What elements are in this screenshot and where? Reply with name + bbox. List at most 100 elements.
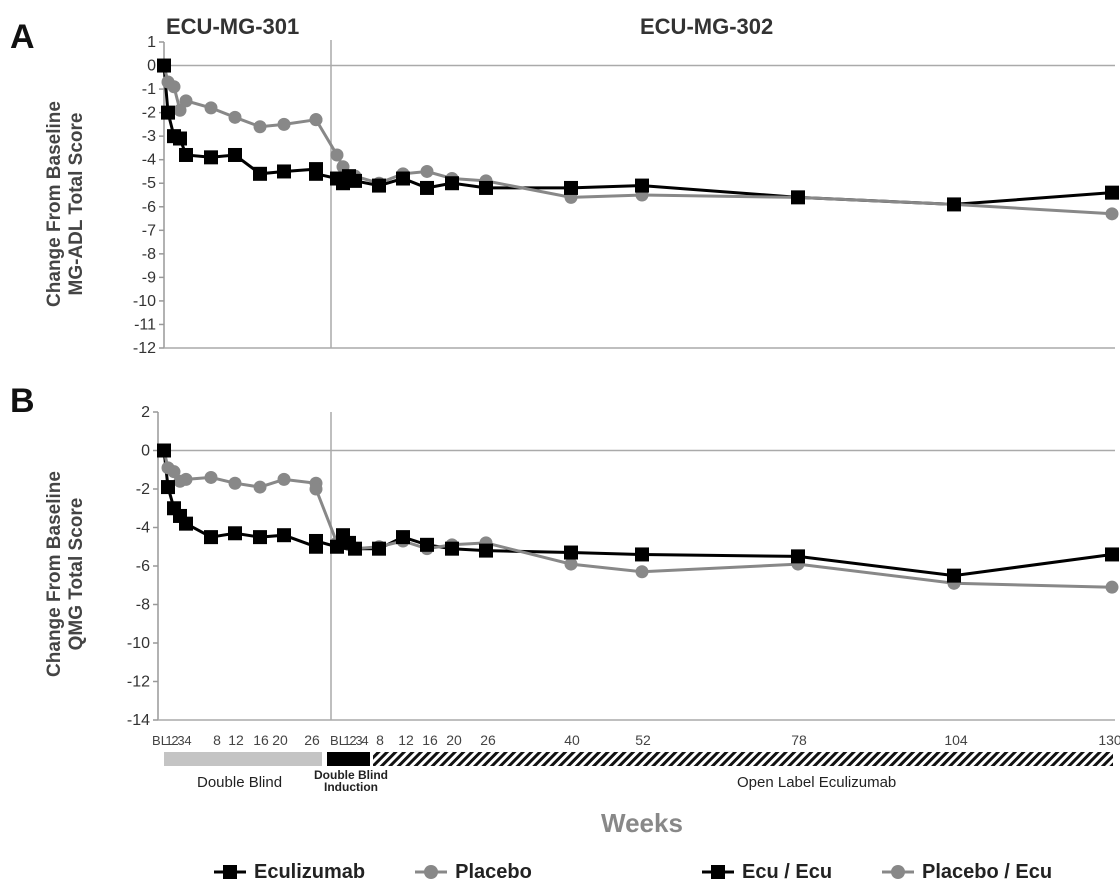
legend-label-eculizumab: Eculizumab bbox=[254, 860, 366, 883]
x-tick-label: 52 bbox=[635, 732, 651, 748]
legend-item-ecu-ecu: Ecu / Ecu bbox=[700, 861, 832, 884]
legend-label-placebo: Placebo bbox=[455, 860, 532, 883]
x-tick-label: 8 bbox=[376, 732, 384, 748]
data-point-square bbox=[253, 166, 267, 181]
y-axis-title-a-line2: MG-ADL Total Score bbox=[66, 112, 87, 296]
x-tick-label: 16 bbox=[422, 732, 438, 748]
study-label-302: ECU-MG-302 bbox=[640, 14, 774, 39]
y-axis-title-b-line2: QMG Total Score bbox=[66, 497, 87, 651]
data-point-square bbox=[309, 533, 323, 548]
data-point-circle bbox=[204, 101, 218, 115]
study-label-301: ECU-MG-301 bbox=[166, 14, 300, 39]
y-tick-label: -11 bbox=[134, 316, 156, 333]
x-tick-label: 104 bbox=[944, 732, 968, 748]
data-point-circle bbox=[1105, 207, 1119, 221]
data-point-square bbox=[635, 178, 649, 193]
y-axis-title-b: Change From Baseline QMG Total Score bbox=[44, 424, 88, 724]
y-tick-label: -12 bbox=[133, 340, 156, 357]
data-point-circle bbox=[277, 472, 291, 486]
phase-bar-double-blind bbox=[164, 752, 322, 766]
data-point-square bbox=[564, 545, 578, 560]
y-tick-label: -10 bbox=[127, 635, 150, 652]
data-point-circle bbox=[330, 148, 344, 162]
y-tick-label: -9 bbox=[142, 269, 156, 286]
y-tick-label: -12 bbox=[127, 674, 150, 691]
legend-right: Ecu / Ecu Placebo / Ecu bbox=[700, 860, 1052, 884]
data-point-square bbox=[372, 178, 386, 193]
series-line-0 bbox=[162, 450, 317, 549]
data-point-square bbox=[396, 171, 410, 186]
phase-label-induction-line2: Induction bbox=[324, 780, 378, 794]
x-tick-label: BL bbox=[330, 733, 346, 748]
data-point-square bbox=[173, 131, 187, 146]
data-point-circle bbox=[179, 472, 193, 486]
data-point-circle bbox=[228, 110, 242, 124]
phase-bar-open-label bbox=[373, 752, 1113, 766]
x-tick-label: 3 bbox=[355, 733, 362, 748]
x-tick-label: 12 bbox=[228, 732, 244, 748]
y-tick-label: -8 bbox=[142, 246, 156, 263]
y-tick-label: -2 bbox=[136, 481, 150, 498]
y-tick-label: -6 bbox=[142, 199, 156, 216]
data-point-circle bbox=[173, 103, 187, 117]
y-tick-label: -3 bbox=[142, 128, 156, 145]
legend-item-placebo: Placebo bbox=[413, 861, 532, 884]
legend-item-eculizumab: Eculizumab bbox=[212, 861, 365, 884]
data-point-square bbox=[445, 541, 459, 556]
legend-left: Eculizumab Placebo bbox=[212, 860, 580, 884]
data-point-circle bbox=[635, 565, 649, 579]
x-tick-label: 20 bbox=[446, 732, 462, 748]
data-point-circle bbox=[309, 113, 323, 127]
data-point-circle bbox=[204, 470, 218, 484]
y-tick-label: -2 bbox=[142, 105, 156, 122]
data-point-square bbox=[277, 164, 291, 179]
data-point-square bbox=[204, 150, 218, 165]
x-axis-title: Weeks bbox=[601, 808, 683, 838]
y-tick-label: 1 bbox=[147, 34, 156, 51]
data-point-circle bbox=[1105, 580, 1119, 594]
y-tick-label: -4 bbox=[142, 152, 156, 169]
data-point-square bbox=[1105, 185, 1119, 200]
x-tick-label: 130 bbox=[1098, 732, 1120, 748]
y-tick-label: -14 bbox=[127, 712, 150, 729]
data-point-square bbox=[348, 541, 362, 556]
data-point-square bbox=[330, 539, 344, 554]
data-point-square bbox=[479, 180, 493, 195]
x-tick-label: 2 bbox=[171, 733, 178, 748]
data-point-square bbox=[791, 190, 805, 205]
legend-item-placebo-ecu: Placebo / Ecu bbox=[880, 861, 1052, 884]
phase-label-double-blind: Double Blind bbox=[197, 774, 283, 791]
data-point-circle bbox=[277, 117, 291, 131]
data-point-square bbox=[420, 537, 434, 552]
legend-label-ecu-ecu: Ecu / Ecu bbox=[742, 860, 833, 883]
data-point-square bbox=[791, 549, 805, 564]
data-point-square bbox=[396, 530, 410, 545]
series-line-3 bbox=[314, 118, 1113, 216]
x-tick-label: 26 bbox=[480, 732, 496, 748]
phase-label-induction-line1: Double Blind bbox=[314, 768, 388, 782]
data-point-square bbox=[947, 197, 961, 212]
data-point-circle bbox=[167, 465, 181, 479]
data-point-square bbox=[309, 166, 323, 181]
data-point-circle bbox=[253, 120, 267, 134]
x-tick-label: 40 bbox=[564, 732, 580, 748]
y-tick-label: -4 bbox=[136, 520, 150, 537]
x-tick-label: 78 bbox=[791, 732, 807, 748]
data-point-circle bbox=[167, 80, 181, 94]
data-point-square bbox=[228, 147, 242, 162]
data-point-square bbox=[157, 58, 171, 73]
data-point-circle bbox=[420, 164, 434, 178]
y-tick-label: -7 bbox=[142, 222, 156, 239]
data-point-square bbox=[157, 443, 171, 458]
y-tick-label: 2 bbox=[141, 404, 150, 421]
series-line-2 bbox=[315, 172, 1113, 206]
data-point-square bbox=[947, 568, 961, 583]
data-point-square bbox=[204, 530, 218, 545]
data-point-square bbox=[1105, 547, 1119, 562]
x-tick-label: 4 bbox=[184, 733, 191, 748]
legend-circle-icon bbox=[415, 865, 448, 879]
y-tick-label: -8 bbox=[136, 597, 150, 614]
y-axis-title-a-line1: Change From Baseline bbox=[44, 101, 65, 307]
data-point-square bbox=[348, 173, 362, 188]
data-point-square bbox=[420, 180, 434, 195]
